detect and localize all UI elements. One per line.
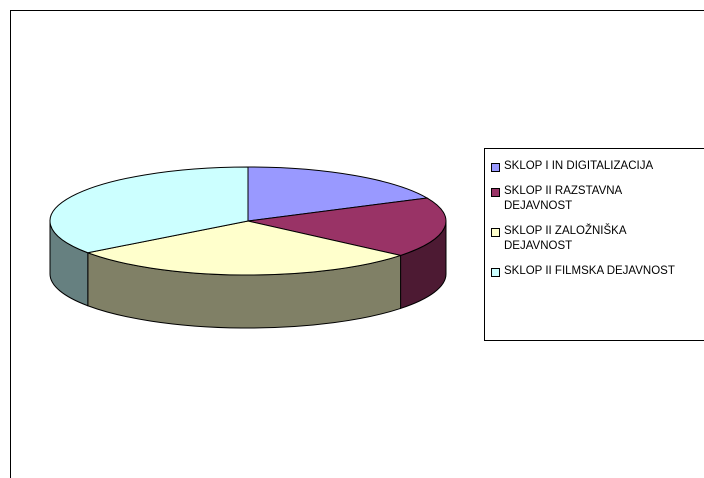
legend-swatch bbox=[491, 188, 500, 197]
legend-label: SKLOP II FILMSKA DEJAVNOST bbox=[504, 265, 675, 277]
legend-swatch bbox=[491, 228, 500, 237]
legend-item: SKLOP II ZALOŽNIŠKA DEJAVNOST bbox=[491, 224, 691, 254]
legend-label: SKLOP II RAZSTAVNA DEJAVNOST bbox=[504, 185, 622, 212]
pie-slice bbox=[49, 166, 249, 254]
legend-label: SKLOP I IN DIGITALIZACIJA bbox=[504, 160, 654, 172]
legend-item: SKLOP I IN DIGITALIZACIJA bbox=[491, 159, 691, 174]
pie-slice bbox=[85, 220, 403, 276]
pie-slice bbox=[247, 197, 447, 256]
legend-item: SKLOP II FILMSKA DEJAVNOST bbox=[491, 264, 691, 279]
legend-label: SKLOP II ZALOŽNIŠKA DEJAVNOST bbox=[504, 225, 626, 252]
pie-slice bbox=[247, 166, 429, 222]
legend-swatch bbox=[491, 268, 500, 277]
legend: SKLOP I IN DIGITALIZACIJA SKLOP II RAZSTA… bbox=[484, 148, 704, 341]
legend-swatch bbox=[491, 163, 500, 172]
legend-item: SKLOP II RAZSTAVNA DEJAVNOST bbox=[491, 184, 691, 214]
